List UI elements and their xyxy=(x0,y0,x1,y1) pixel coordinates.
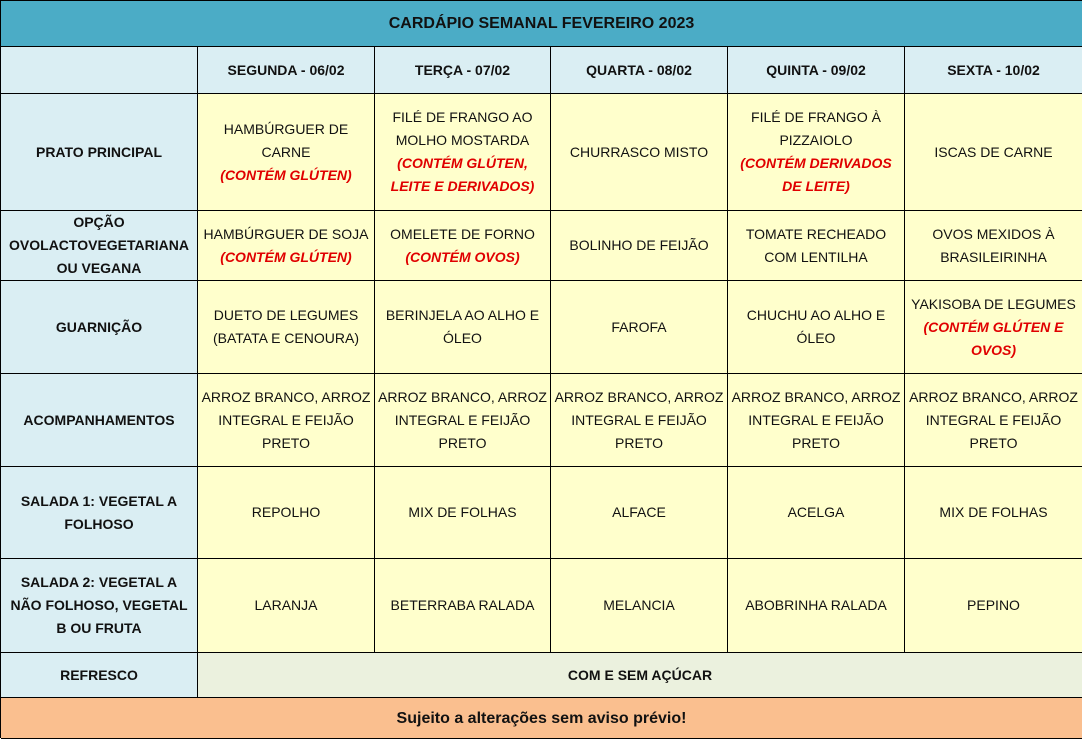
dish-name: TOMATE RECHEADO COM LENTILHA xyxy=(745,225,887,265)
menu-cell: ARROZ BRANCO, ARROZ INTEGRAL E FEIJÃO PR… xyxy=(905,374,1082,467)
dish-name: CHUCHU AO ALHO E ÓLEO xyxy=(746,307,886,346)
allergen-note: (CONTÉM GLÚTEN E OVOS) xyxy=(923,318,1064,358)
dish-name: MIX DE FOLHAS xyxy=(939,504,1048,520)
allergen-note: (CONTÉM DERIVADOS DE LEITE) xyxy=(740,155,892,194)
menu-cell: CHURRASCO MISTO xyxy=(551,94,728,211)
menu-cell: ARROZ BRANCO, ARROZ INTEGRAL E FEIJÃO PR… xyxy=(551,374,728,467)
menu-cell: LARANJA xyxy=(198,559,375,653)
day-header: SEGUNDA - 06/02 xyxy=(198,47,375,94)
refresco-value: COM E SEM AÇÚCAR xyxy=(198,653,1082,698)
dish-name: MELANCIA xyxy=(603,597,675,613)
dish-name: ARROZ BRANCO, ARROZ INTEGRAL E FEIJÃO PR… xyxy=(909,388,1078,451)
dish-name: FILÉ DE FRANGO À PIZZAIOLO xyxy=(751,109,881,148)
row-label: ACOMPANHAMENTOS xyxy=(1,374,198,467)
dish-name: REPOLHO xyxy=(251,504,321,520)
dish-name: OVOS MEXIDOS À BRASILEIRINHA xyxy=(932,225,1055,265)
allergen-note: (CONTÉM GLÚTEN) xyxy=(220,166,352,183)
dish-name: OMELETE DE FORNO xyxy=(390,225,535,242)
dish-name: ARROZ BRANCO, ARROZ INTEGRAL E FEIJÃO PR… xyxy=(201,388,371,451)
dish-name: ISCAS DE CARNE xyxy=(934,143,1053,160)
corner-header xyxy=(1,47,198,94)
dish-name: BERINJELA AO ALHO E ÓLEO xyxy=(385,307,540,346)
menu-cell: MIX DE FOLHAS xyxy=(375,467,551,559)
row-label: PRATO PRINCIPAL xyxy=(1,94,198,211)
menu-cell: HAMBÚRGUER DE SOJA (CONTÉM GLÚTEN) xyxy=(198,211,375,281)
day-header: QUINTA - 09/02 xyxy=(728,47,905,94)
footer-notice: Sujeito a alterações sem aviso prévio! xyxy=(1,698,1082,739)
dish-name: ALFACE xyxy=(612,504,666,520)
dish-name: ARROZ BRANCO, ARROZ INTEGRAL E FEIJÃO PR… xyxy=(378,388,547,451)
menu-cell: ARROZ BRANCO, ARROZ INTEGRAL E FEIJÃO PR… xyxy=(728,374,905,467)
menu-cell: ALFACE xyxy=(551,467,728,559)
dish-name: BOLINHO DE FEIJÃO xyxy=(569,237,709,253)
dish-name: CHURRASCO MISTO xyxy=(569,143,709,160)
dish-name: DUETO DE LEGUMES (BATATA E CENOURA) xyxy=(213,307,359,346)
menu-cell: FILÉ DE FRANGO À PIZZAIOLO (CONTÉM DERIVA… xyxy=(728,94,905,211)
menu-cell: BETERRABA RALADA xyxy=(375,559,551,653)
menu-cell: OVOS MEXIDOS À BRASILEIRINHA xyxy=(905,211,1082,281)
menu-cell: YAKISOBA DE LEGUMES (CONTÉM GLÚTEN E OVOS… xyxy=(905,281,1082,374)
row-label-refresco: REFRESCO xyxy=(1,653,198,698)
dish-name: MIX DE FOLHAS xyxy=(408,504,517,520)
menu-cell: MIX DE FOLHAS xyxy=(905,467,1082,559)
menu-title: CARDÁPIO SEMANAL FEVEREIRO 2023 xyxy=(1,1,1082,47)
menu-cell: PEPINO xyxy=(905,559,1082,653)
menu-cell: FILÉ DE FRANGO AO MOLHO MOSTARDA (CONTÉM … xyxy=(375,94,551,211)
allergen-note: (CONTÉM GLÚTEN) xyxy=(220,248,352,265)
menu-cell: BERINJELA AO ALHO E ÓLEO xyxy=(375,281,551,374)
menu-cell: ABOBRINHA RALADA xyxy=(728,559,905,653)
menu-cell: ISCAS DE CARNE xyxy=(905,94,1082,211)
menu-cell: ARROZ BRANCO, ARROZ INTEGRAL E FEIJÃO PR… xyxy=(375,374,551,467)
menu-cell: BOLINHO DE FEIJÃO xyxy=(551,211,728,281)
dish-name: ACELGA xyxy=(787,504,845,520)
menu-cell: DUETO DE LEGUMES (BATATA E CENOURA) xyxy=(198,281,375,374)
dish-name: FILÉ DE FRANGO AO MOLHO MOSTARDA xyxy=(392,109,533,148)
row-label: SALADA 2: VEGETAL A NÃO FOLHOSO, VEGETAL… xyxy=(1,559,198,653)
dish-name: FAROFA xyxy=(611,318,667,335)
dish-name: BETERRABA RALADA xyxy=(390,597,535,613)
allergen-note: (CONTÉM GLÚTEN, LEITE E DERIVADOS) xyxy=(390,155,535,194)
menu-cell: ARROZ BRANCO, ARROZ INTEGRAL E FEIJÃO PR… xyxy=(198,374,375,467)
menu-cell: REPOLHO xyxy=(198,467,375,559)
menu-cell: MELANCIA xyxy=(551,559,728,653)
menu-cell: FAROFA xyxy=(551,281,728,374)
dish-name: YAKISOBA DE LEGUMES xyxy=(911,295,1076,312)
dish-name: ARROZ BRANCO, ARROZ INTEGRAL E FEIJÃO PR… xyxy=(554,388,724,451)
row-label: OPÇÃO OVOLACTOVEGETARIANA OU VEGANA xyxy=(1,211,198,281)
menu-cell: OMELETE DE FORNO (CONTÉM OVOS) xyxy=(375,211,551,281)
dish-name: PEPINO xyxy=(967,597,1020,613)
dish-name: HAMBÚRGUER DE CARNE xyxy=(223,120,349,160)
menu-cell: TOMATE RECHEADO COM LENTILHA xyxy=(728,211,905,281)
allergen-note: (CONTÉM OVOS) xyxy=(405,248,520,265)
menu-cell: CHUCHU AO ALHO E ÓLEO xyxy=(728,281,905,374)
row-label: SALADA 1: VEGETAL A FOLHOSO xyxy=(1,467,198,559)
dish-name: HAMBÚRGUER DE SOJA xyxy=(203,225,369,242)
menu-cell: ACELGA xyxy=(728,467,905,559)
day-header: TERÇA - 07/02 xyxy=(375,47,551,94)
day-header: QUARTA - 08/02 xyxy=(551,47,728,94)
dish-name: ARROZ BRANCO, ARROZ INTEGRAL E FEIJÃO PR… xyxy=(731,388,901,451)
dish-name: ABOBRINHA RALADA xyxy=(745,597,887,613)
menu-cell: HAMBÚRGUER DE CARNE (CONTÉM GLÚTEN) xyxy=(198,94,375,211)
row-label: GUARNIÇÃO xyxy=(1,281,198,374)
dish-name: LARANJA xyxy=(254,597,318,613)
day-header: SEXTA - 10/02 xyxy=(905,47,1082,94)
